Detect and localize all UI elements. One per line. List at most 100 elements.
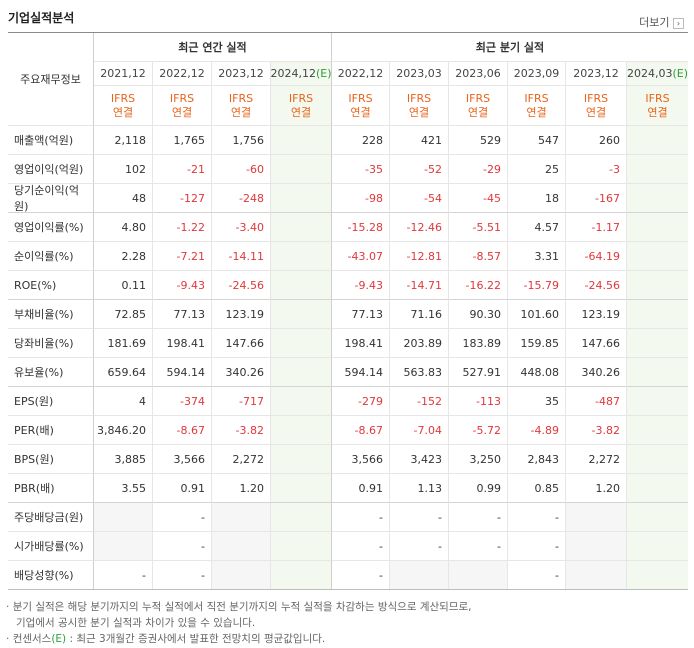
value-cell bbox=[390, 561, 449, 590]
accounting-header: IFRS 연결 bbox=[332, 86, 390, 126]
value-cell: - bbox=[508, 561, 566, 590]
value-cell: - bbox=[94, 561, 153, 590]
period-header: 2021,12 bbox=[94, 62, 153, 86]
value-cell bbox=[271, 184, 332, 213]
value-cell bbox=[627, 300, 688, 329]
value-cell bbox=[627, 271, 688, 300]
value-cell: - bbox=[390, 503, 449, 532]
value-cell: 547 bbox=[508, 126, 566, 155]
value-cell bbox=[271, 561, 332, 590]
value-cell: 3,566 bbox=[153, 445, 212, 474]
value-cell bbox=[271, 155, 332, 184]
period-date: 2022,12 bbox=[337, 67, 384, 80]
value: 563.83 bbox=[403, 365, 443, 379]
value-cell bbox=[627, 474, 688, 503]
value: 3,423 bbox=[410, 452, 443, 466]
value: 0.91 bbox=[180, 481, 206, 495]
group-label: 최근 연간 실적 bbox=[178, 41, 247, 54]
bullet: · bbox=[6, 633, 13, 645]
value-cell: 594.14 bbox=[153, 358, 212, 387]
row-label: 당좌비율(%) bbox=[14, 337, 74, 350]
value-cell: 3.31 bbox=[508, 242, 566, 271]
value: -64.19 bbox=[584, 249, 620, 263]
accounting: IFRS bbox=[348, 91, 373, 105]
value-cell: -1.17 bbox=[566, 213, 627, 242]
value-cell: -248 bbox=[212, 184, 271, 213]
group-header: 최근 분기 실적 bbox=[332, 33, 688, 62]
period-header: 2023,06 bbox=[449, 62, 508, 86]
accounting-header: IFRS 연결 bbox=[94, 86, 153, 126]
value: -21 bbox=[187, 162, 205, 176]
value-cell: -12.81 bbox=[390, 242, 449, 271]
value: 2,272 bbox=[232, 452, 265, 466]
value-cell: 3,423 bbox=[390, 445, 449, 474]
basis: 연결 bbox=[290, 105, 312, 119]
row-label: 주당배당금(원) bbox=[14, 511, 84, 524]
period-header: 2024,12 (E) bbox=[270, 62, 332, 86]
basis: 연결 bbox=[171, 105, 193, 119]
value-cell bbox=[94, 503, 153, 532]
more-link[interactable]: 더보기 › bbox=[639, 14, 684, 30]
value-cell: 2,272 bbox=[212, 445, 271, 474]
period-header: 2024,03 (E) bbox=[627, 62, 688, 86]
row-label-cell: 시가배당률(%) bbox=[8, 532, 94, 561]
value-cell: 0.91 bbox=[153, 474, 212, 503]
value: - bbox=[555, 510, 559, 524]
value-cell: -113 bbox=[449, 387, 508, 416]
value: 183.89 bbox=[462, 336, 502, 350]
value-cell: 3,250 bbox=[449, 445, 508, 474]
accounting-header: IFRS 연결 bbox=[508, 86, 566, 126]
accounting: IFRS bbox=[645, 91, 670, 105]
value-cell: -3.40 bbox=[212, 213, 271, 242]
period-header: 2022,12 bbox=[332, 62, 390, 86]
value-cell bbox=[271, 126, 332, 155]
value-cell bbox=[271, 300, 332, 329]
value: -1.17 bbox=[591, 220, 620, 234]
value-cell: 0.91 bbox=[332, 474, 390, 503]
value: 35 bbox=[545, 394, 559, 408]
value: -29 bbox=[483, 162, 501, 176]
value-cell: 181.69 bbox=[94, 329, 153, 358]
value: -14.11 bbox=[228, 249, 264, 263]
value-cell bbox=[271, 474, 332, 503]
value-cell: - bbox=[153, 503, 212, 532]
accounting: IFRS bbox=[524, 91, 549, 105]
value: 198.41 bbox=[344, 336, 384, 350]
value-cell: 529 bbox=[449, 126, 508, 155]
value-cell bbox=[212, 561, 271, 590]
value-cell bbox=[566, 503, 627, 532]
basis: 연결 bbox=[585, 105, 607, 119]
value: - bbox=[438, 510, 442, 524]
value: - bbox=[142, 568, 146, 582]
value-cell: - bbox=[449, 503, 508, 532]
value: 77.13 bbox=[173, 307, 206, 321]
note-text: 기업에서 공시한 분기 실적과 차이가 있을 수 있습니다. bbox=[16, 617, 256, 629]
value-cell: 123.19 bbox=[212, 300, 271, 329]
row-label: 배당성향(%) bbox=[14, 569, 74, 582]
value: -15.79 bbox=[523, 278, 559, 292]
value: -127 bbox=[180, 191, 205, 205]
value: -3.40 bbox=[235, 220, 264, 234]
value-cell: 90.30 bbox=[449, 300, 508, 329]
value-cell: -24.56 bbox=[566, 271, 627, 300]
more-text[interactable]: 더보기 bbox=[639, 16, 670, 29]
value-cell: 2,118 bbox=[94, 126, 153, 155]
accounting-header: IFRS 연결 bbox=[390, 86, 449, 126]
period-header: 2023,12 bbox=[212, 62, 271, 86]
value: -1.22 bbox=[176, 220, 205, 234]
accounting-header: IFRS 연결 bbox=[566, 86, 627, 126]
value-cell: 3,566 bbox=[332, 445, 390, 474]
value-cell: -24.56 bbox=[212, 271, 271, 300]
value: 18 bbox=[545, 191, 559, 205]
value-cell: -9.43 bbox=[153, 271, 212, 300]
note-line: 기업에서 공시한 분기 실적과 차이가 있을 수 있습니다. bbox=[6, 615, 255, 630]
value: 0.85 bbox=[534, 481, 560, 495]
row-label-cell: 순이익률(%) bbox=[8, 242, 94, 271]
value: 3,846.20 bbox=[97, 423, 146, 437]
value-cell bbox=[271, 416, 332, 445]
value: 147.66 bbox=[581, 336, 621, 350]
value-cell: 0.99 bbox=[449, 474, 508, 503]
value: -5.72 bbox=[472, 423, 501, 437]
row-label-cell: 유보율(%) bbox=[8, 358, 94, 387]
value: -374 bbox=[180, 394, 205, 408]
